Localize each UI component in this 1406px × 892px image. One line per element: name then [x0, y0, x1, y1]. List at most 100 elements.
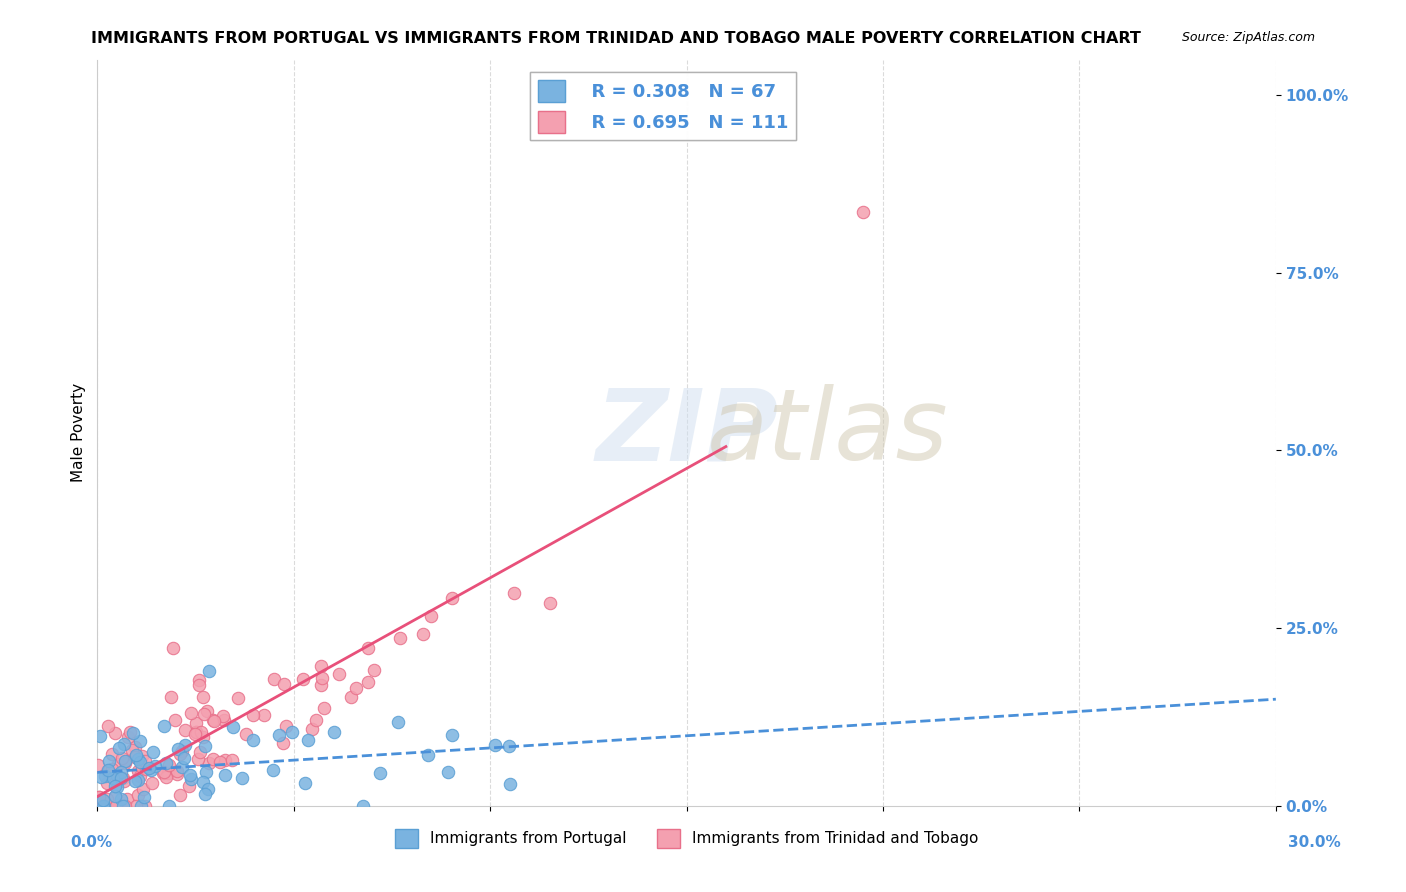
Point	[134, 754, 156, 768]
Point	[412, 627, 434, 641]
Point	[118, 724, 141, 739]
Point	[96, 764, 118, 778]
Point	[273, 676, 295, 690]
Point	[311, 671, 333, 685]
Point	[139, 764, 162, 778]
Point	[180, 706, 202, 720]
Point	[153, 719, 176, 733]
Point	[157, 798, 180, 813]
Point	[177, 779, 200, 793]
Point	[174, 723, 197, 737]
Point	[87, 798, 110, 813]
Text: 30.0%: 30.0%	[1288, 836, 1341, 850]
Point	[301, 722, 323, 736]
Point	[132, 789, 155, 804]
Point	[112, 774, 135, 789]
Point	[503, 586, 526, 600]
Point	[89, 798, 111, 813]
Point	[127, 764, 149, 778]
Point	[184, 725, 207, 739]
Point	[134, 798, 156, 813]
Point	[194, 739, 217, 753]
Point	[499, 777, 522, 791]
Point	[105, 798, 128, 813]
Point	[155, 771, 177, 785]
Point	[184, 725, 207, 739]
Text: atlas: atlas	[707, 384, 949, 481]
Point	[132, 781, 155, 796]
Point	[87, 790, 110, 805]
Point	[97, 719, 120, 733]
Point	[112, 798, 135, 813]
Point	[98, 754, 121, 768]
Point	[197, 756, 219, 770]
Point	[108, 741, 131, 756]
Point	[104, 798, 127, 813]
Point	[162, 640, 184, 655]
Point	[127, 773, 149, 788]
Point	[172, 760, 194, 774]
Point	[420, 609, 443, 624]
Point	[484, 738, 506, 752]
Point	[191, 775, 214, 789]
Point	[274, 719, 297, 733]
Point	[436, 765, 458, 780]
Point	[356, 640, 378, 655]
Point	[242, 733, 264, 747]
Point	[87, 757, 110, 772]
Point	[121, 743, 143, 757]
Point	[312, 700, 335, 714]
Point	[388, 631, 411, 645]
Point	[160, 690, 183, 704]
Point	[262, 763, 284, 777]
Point	[125, 798, 148, 813]
Point	[184, 715, 207, 730]
Point	[153, 765, 176, 780]
Point	[87, 789, 110, 804]
Point	[340, 690, 363, 704]
Point	[212, 708, 235, 723]
Point	[111, 751, 134, 765]
Point	[198, 664, 221, 678]
Point	[188, 678, 211, 692]
Text: Source: ZipAtlas.com: Source: ZipAtlas.com	[1181, 31, 1315, 45]
Point	[201, 752, 224, 766]
Point	[104, 779, 127, 793]
Point	[214, 768, 236, 782]
Point	[105, 798, 128, 813]
Point	[127, 789, 149, 803]
Point	[323, 725, 346, 739]
Point	[309, 658, 332, 673]
Point	[110, 764, 132, 779]
Point	[90, 791, 112, 805]
Point	[107, 772, 129, 786]
Point	[267, 728, 290, 742]
Point	[124, 774, 146, 789]
Point	[94, 769, 117, 783]
Point	[114, 754, 136, 768]
Point	[253, 707, 276, 722]
Point	[105, 780, 128, 795]
Point	[305, 714, 328, 728]
Point	[231, 771, 253, 785]
Point	[157, 757, 180, 772]
Point	[214, 753, 236, 767]
Point	[143, 758, 166, 772]
Point	[131, 760, 153, 774]
Point	[194, 787, 217, 801]
Point	[124, 740, 146, 755]
Point	[104, 789, 127, 803]
Point	[112, 737, 135, 751]
Point	[208, 756, 231, 770]
Point	[101, 772, 124, 786]
Point	[141, 776, 163, 790]
Point	[90, 770, 112, 784]
Point	[110, 792, 132, 806]
Point	[124, 749, 146, 764]
Point	[96, 776, 118, 790]
Point	[191, 690, 214, 705]
Point	[94, 798, 117, 813]
Point	[131, 798, 153, 813]
Point	[214, 713, 236, 727]
Point	[169, 747, 191, 762]
